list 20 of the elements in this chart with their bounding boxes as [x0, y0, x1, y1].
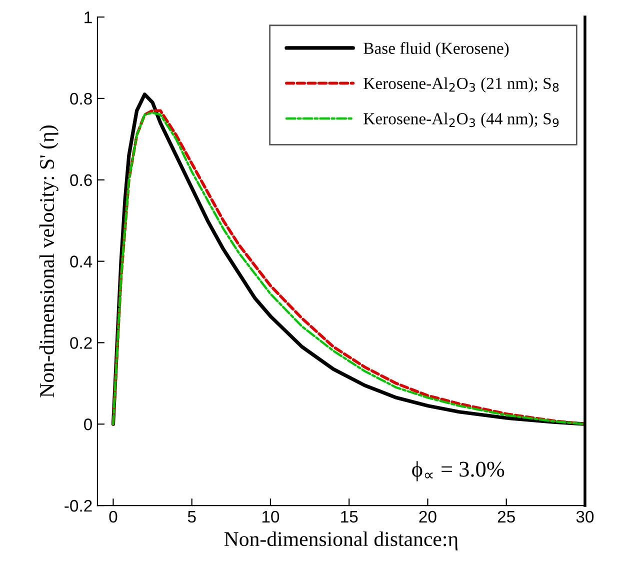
- y-tick-label: 0: [84, 418, 92, 430]
- y-tick-label: 0.2: [70, 337, 92, 349]
- y-tick-label: 0.4: [70, 256, 92, 268]
- legend-label: Base fluid (Kerosene): [364, 42, 509, 58]
- annotation: ϕ$_{∝}$ = 3.0%: [412, 461, 504, 482]
- x-axis-title: Non-dimensional distance:η: [224, 531, 458, 550]
- legend-label: Kerosene-Al$_{2}$O$_{3}$ (44 nm); S$_{9}$: [364, 112, 559, 128]
- x-tick-label: 15: [341, 510, 358, 523]
- x-tick-label: 0: [109, 510, 118, 523]
- x-tick-label: 20: [419, 510, 436, 523]
- y-tick-label: 1: [84, 12, 92, 24]
- y-tick-label: -0.2: [64, 500, 92, 512]
- x-tick-label: 5: [188, 510, 196, 523]
- y-tick-label: 0.8: [70, 92, 92, 105]
- x-tick-label: 25: [498, 510, 515, 523]
- x-tick-label: 30: [576, 510, 594, 523]
- y-axis-title: Non-dimensional velocity: S' (η): [39, 126, 58, 398]
- legend-label: Kerosene-Al$_{2}$O$_{3}$ (21 nm); S$_{8}$: [364, 77, 559, 92]
- y-tick-label: 0.6: [70, 174, 92, 186]
- x-tick-label: 10: [262, 510, 280, 523]
